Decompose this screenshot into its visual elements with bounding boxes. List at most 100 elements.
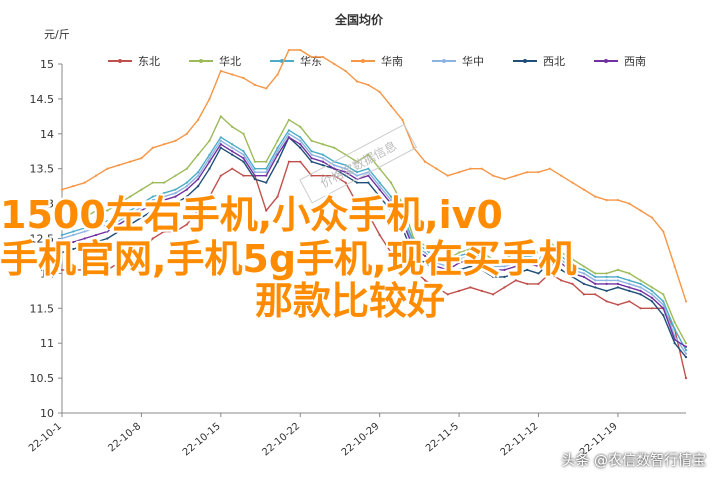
data-point [650,296,654,299]
data-point [163,195,166,198]
data-point [94,226,98,230]
data-point [469,265,472,268]
data-point [435,167,438,170]
data-point [197,153,200,156]
data-point [276,139,279,142]
data-point [94,268,98,272]
data-point [197,185,200,188]
data-point [548,167,551,170]
data-point [582,268,585,272]
data-point [276,150,279,153]
data-point [503,275,506,278]
data-point [480,251,483,254]
data-point [571,181,574,184]
data-point [389,199,393,202]
data-point [480,261,483,265]
data-point [72,247,75,251]
data-point [469,167,472,170]
data-point [231,167,234,170]
legend-label: 西南 [624,55,646,68]
data-point [526,282,529,285]
legend-label: 东北 [138,55,160,68]
data-point [537,251,540,254]
data-point [344,174,347,177]
data-point [457,258,461,261]
data-point [469,251,472,254]
data-point [151,202,154,205]
data-point [503,258,506,261]
data-point [219,136,222,139]
data-point [117,223,120,226]
legend-label: 西北 [543,55,565,68]
data-point [548,251,551,254]
data-point [401,219,404,223]
data-point [321,143,325,146]
data-point [560,174,563,177]
data-point [140,251,143,254]
data-point [503,268,506,272]
data-point [571,282,574,285]
data-point [480,268,483,272]
data-point [185,167,188,170]
data-point [208,157,211,160]
data-point [208,97,211,100]
data-point [650,300,654,303]
data-point [673,265,676,268]
data-point [367,83,370,87]
data-point [310,157,313,160]
data-point [582,265,585,268]
data-point [117,202,120,205]
data-point [287,129,291,132]
data-point [72,268,75,272]
data-point [219,115,222,118]
data-point [378,90,381,94]
data-point [401,226,404,230]
data-point [639,286,642,289]
data-point [242,174,245,177]
data-point [94,223,98,226]
data-point [548,247,551,251]
data-point [151,199,154,202]
data-point [265,160,268,163]
data-point [355,160,359,163]
data-point [662,303,665,306]
data-point [526,171,529,174]
data-point [197,174,200,177]
x-tick-label: 22-10-8 [106,421,143,455]
data-point [299,136,302,139]
data-point [253,160,256,163]
y-tick-label: 10 [40,407,54,420]
data-point [287,136,291,139]
data-point [526,261,529,265]
data-point [253,178,256,181]
data-point [72,185,75,188]
data-point [128,251,132,254]
y-tick-label: 13.5 [30,163,55,176]
data-point [412,254,415,258]
data-point [594,195,597,198]
data-point [276,153,279,156]
x-tick-label: 22-10-29 [340,421,382,459]
data-point [287,118,291,121]
chart-legend: 东北 华北 华东 华南 华中 西北 西南 [108,54,646,68]
data-point [242,76,245,80]
data-point [616,199,620,202]
data-point [163,230,166,233]
data-point [514,265,517,268]
data-point [378,167,381,170]
data-point [83,244,86,247]
data-point [457,268,461,272]
y-tick-label: 15 [40,58,54,71]
overlay-headline-line-3: 那款比较好 [255,279,446,323]
data-point [151,237,154,240]
data-point [321,55,325,59]
data-point [639,279,642,282]
data-point [639,289,642,292]
data-point [140,188,143,191]
data-point [492,258,495,261]
data-point [94,240,98,244]
data-point [299,146,302,149]
data-point [253,174,256,177]
y-unit-label: 元/斤 [44,28,70,41]
data-point [151,195,154,198]
